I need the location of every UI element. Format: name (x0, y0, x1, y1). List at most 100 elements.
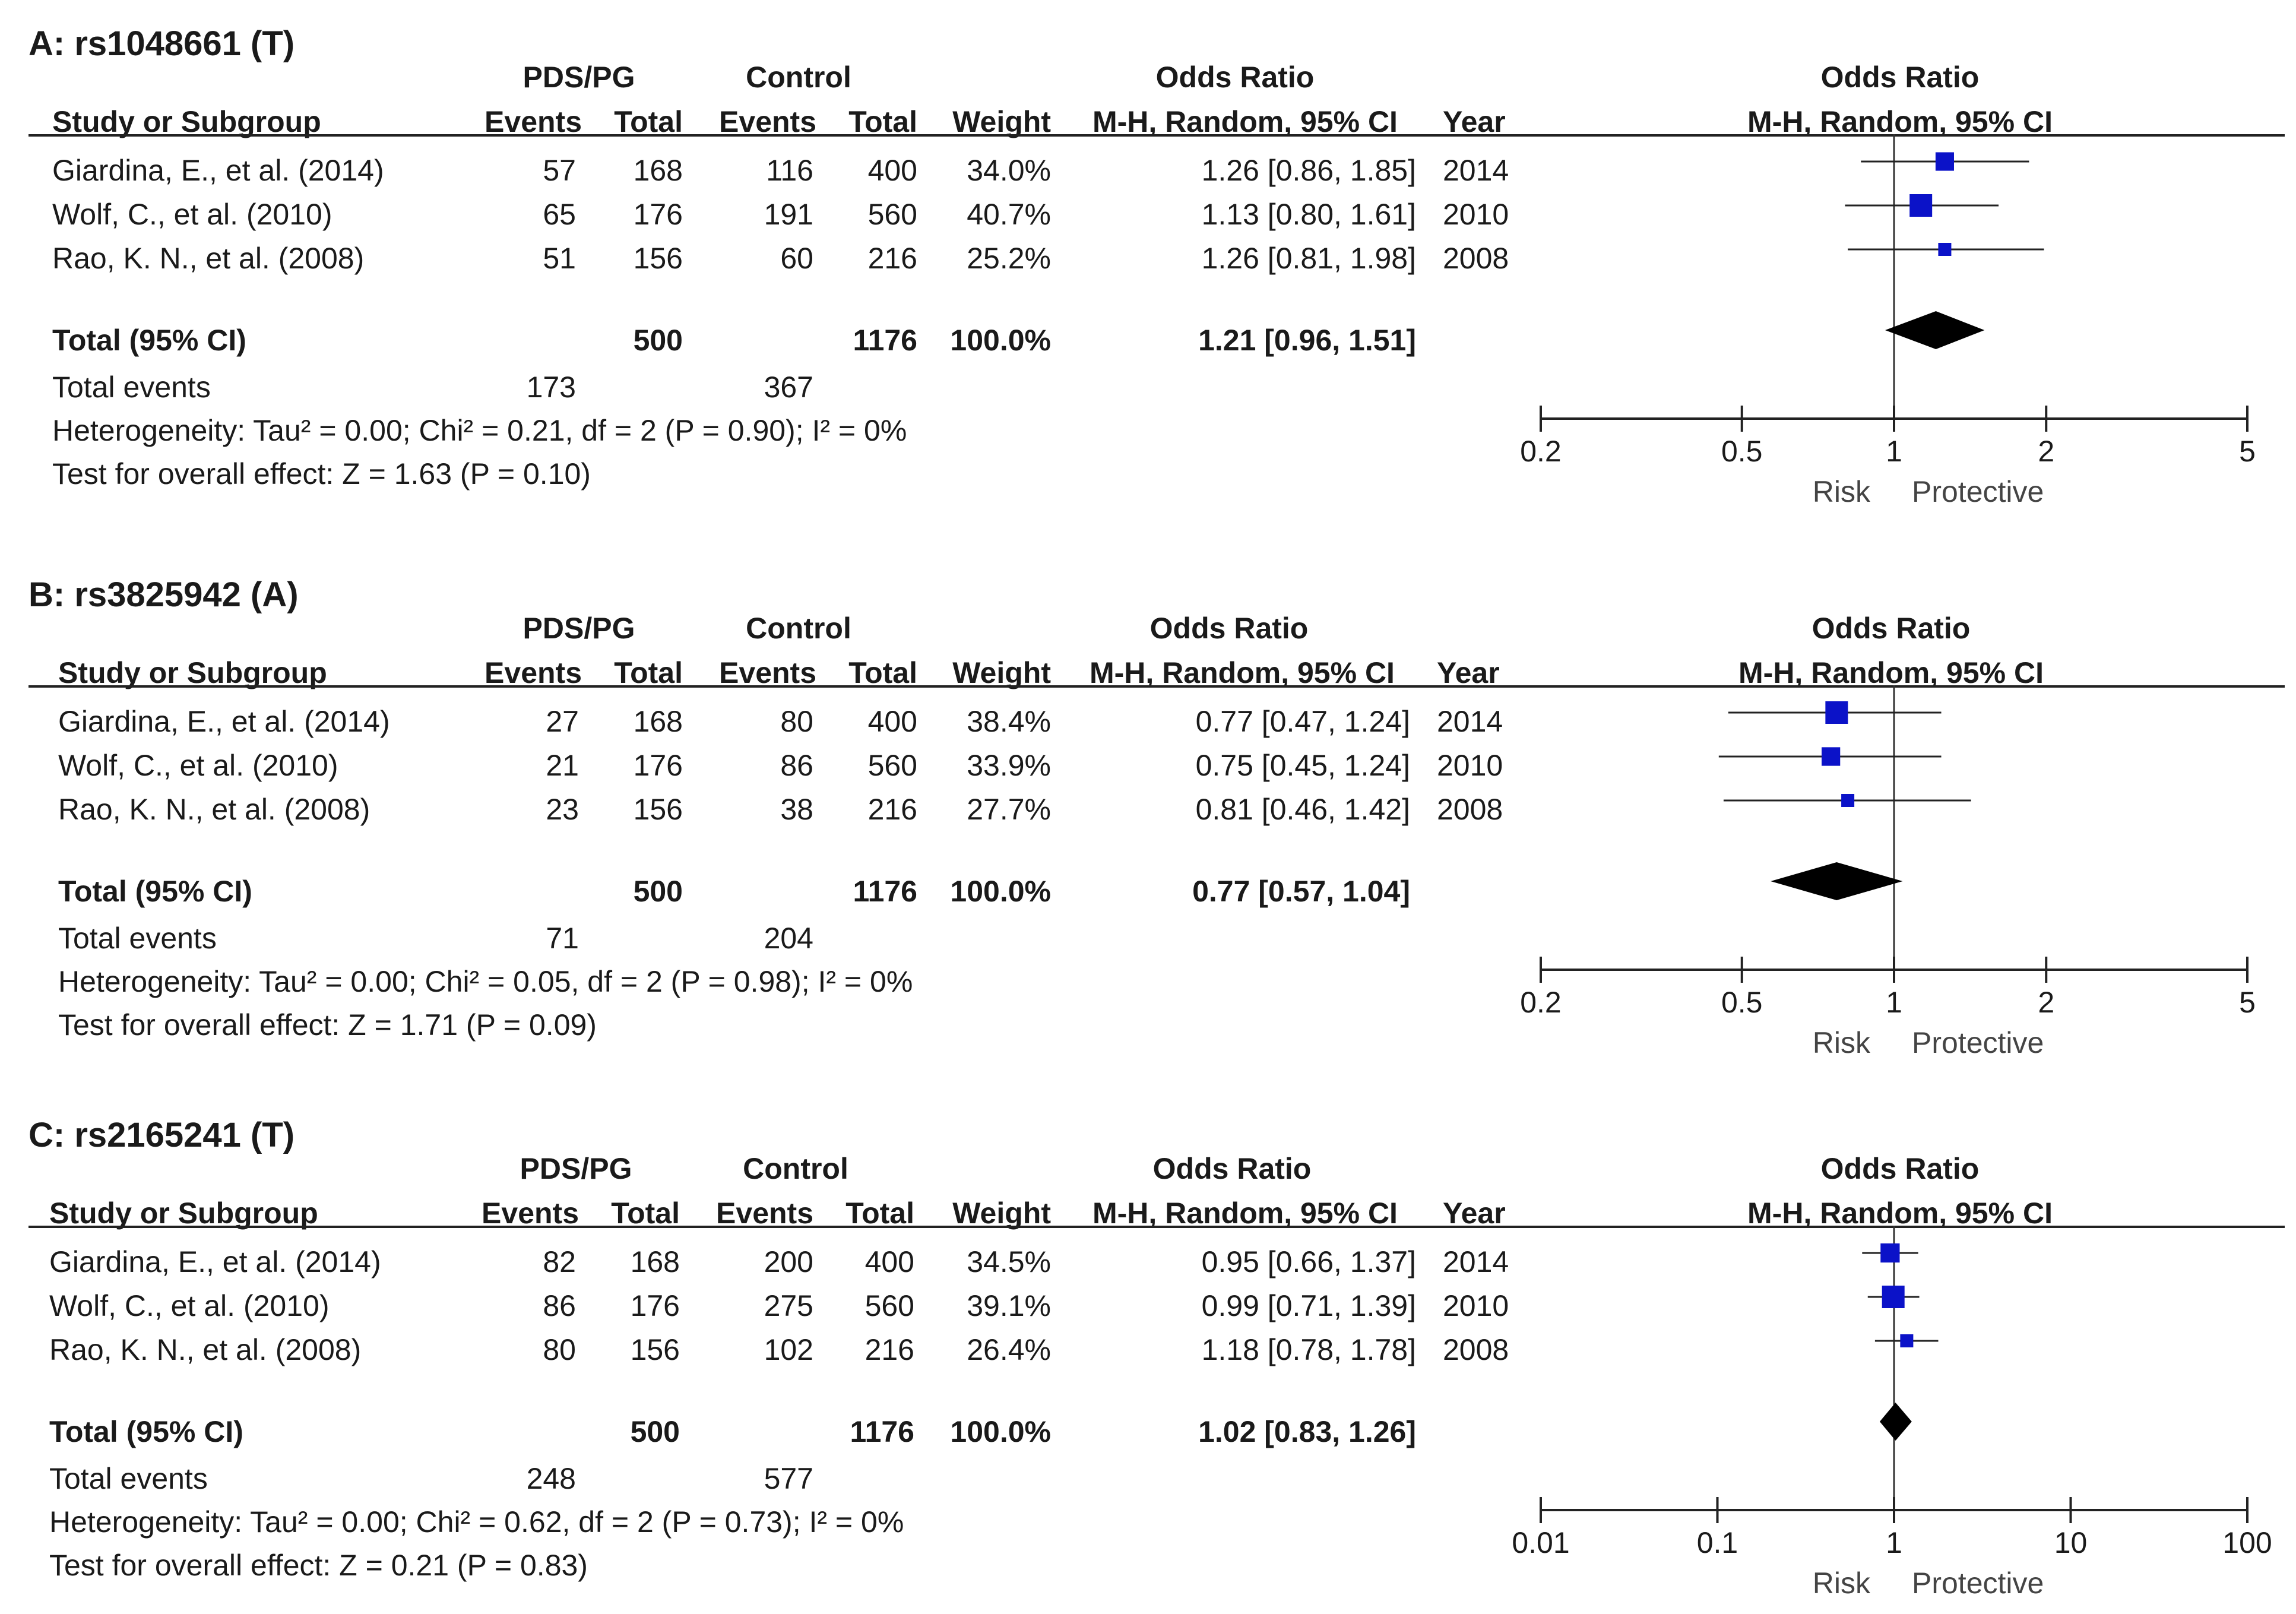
x-tick-label: 1 (1886, 986, 1902, 1019)
study-name: Wolf, C., et al. (2010) (52, 198, 332, 231)
panel-title: C: rs2165241 (T) (28, 1116, 295, 1154)
total2-value: 400 (864, 1245, 914, 1278)
heterogeneity-text: Heterogeneity: Tau² = 0.00; Chi² = 0.05,… (58, 965, 913, 998)
total-events2: 367 (764, 371, 813, 404)
study-col-header: Study or Subgroup (52, 105, 321, 138)
events1-value: 21 (546, 749, 579, 782)
total2-value: 560 (867, 198, 917, 231)
or-header: Odds Ratio (1155, 61, 1315, 94)
ci-value: 0.81 [0.46, 1.42] (1195, 793, 1410, 826)
events2-value: 80 (780, 705, 813, 738)
protective-label: Protective (1912, 1566, 2044, 1600)
total1-value: 168 (633, 705, 683, 738)
total1-col-header: Total (614, 656, 683, 689)
total-ci: 0.77 [0.57, 1.04] (1192, 875, 1410, 908)
plot-title: Odds Ratio (1820, 1152, 1980, 1185)
x-tick-label: 2 (2038, 986, 2054, 1019)
events1-value: 51 (543, 242, 576, 275)
year-col-header: Year (1443, 105, 1506, 138)
pooled-diamond (1885, 311, 1985, 349)
effect-square (1841, 794, 1855, 807)
effect-square (1880, 1243, 1900, 1263)
x-tick-label: 10 (2054, 1526, 2088, 1559)
heterogeneity-text: Heterogeneity: Tau² = 0.00; Chi² = 0.62,… (49, 1505, 904, 1539)
events2-value: 38 (780, 793, 813, 826)
group2-header: Control (746, 612, 851, 645)
events1-value: 57 (543, 154, 576, 187)
events2-value: 102 (764, 1333, 813, 1366)
year-value: 2008 (1443, 242, 1509, 275)
total-events2: 577 (764, 1462, 813, 1495)
year-value: 2014 (1437, 705, 1503, 738)
total-events2: 204 (764, 922, 813, 955)
ci-value: 1.13 [0.80, 1.61] (1201, 198, 1416, 231)
events1-col-header: Events (484, 656, 582, 689)
events2-col-header: Events (716, 1197, 813, 1230)
effect-square (1825, 701, 1848, 724)
events2-value: 191 (764, 198, 813, 231)
year-value: 2008 (1437, 793, 1503, 826)
total1-value: 156 (633, 793, 683, 826)
panel-title: B: rs3825942 (A) (28, 575, 299, 614)
events1-value: 80 (543, 1333, 576, 1366)
x-tick-label: 0.2 (1520, 986, 1562, 1019)
ci-value: 1.18 [0.78, 1.78] (1201, 1333, 1416, 1366)
x-tick-label: 5 (2239, 435, 2256, 468)
events1-value: 82 (543, 1245, 576, 1278)
total-events1: 173 (526, 371, 576, 404)
total2-value: 560 (864, 1289, 914, 1322)
total2-sum: 1176 (853, 324, 917, 357)
weight-value: 34.0% (967, 154, 1051, 187)
pooled-diamond (1771, 862, 1903, 900)
study-name: Rao, K. N., et al. (2008) (49, 1333, 362, 1366)
weight-value: 38.4% (967, 705, 1051, 738)
ci-value: 0.77 [0.47, 1.24] (1195, 705, 1410, 738)
total-events-label: Total events (58, 922, 217, 955)
or-header: Odds Ratio (1152, 1152, 1312, 1185)
x-tick-label: 0.5 (1721, 986, 1763, 1019)
weight-value: 39.1% (967, 1289, 1051, 1322)
weight-col-header: Weight (952, 656, 1051, 689)
overall-effect-text: Test for overall effect: Z = 1.63 (P = 0… (52, 457, 591, 490)
year-value: 2008 (1443, 1333, 1509, 1366)
year-value: 2010 (1443, 1289, 1509, 1322)
year-col-header: Year (1443, 1197, 1506, 1230)
ci-value: 1.26 [0.81, 1.98] (1201, 242, 1416, 275)
total2-value: 216 (867, 793, 917, 826)
total2-value: 400 (867, 705, 917, 738)
plot-title: Odds Ratio (1812, 612, 1971, 645)
total-events-label: Total events (52, 371, 211, 404)
method-col-header: M-H, Random, 95% CI (1092, 1197, 1398, 1230)
header-rule (28, 134, 2285, 137)
risk-label: Risk (1813, 475, 1871, 508)
total2-col-header: Total (848, 105, 917, 138)
panel-title: A: rs1048661 (T) (28, 24, 295, 63)
weight-col-header: Weight (952, 1197, 1051, 1230)
total-events-label: Total events (49, 1462, 208, 1495)
or-header: Odds Ratio (1149, 612, 1309, 645)
events2-value: 116 (766, 154, 813, 187)
effect-square (1909, 194, 1933, 217)
year-value: 2014 (1443, 154, 1509, 187)
ci-value: 1.26 [0.86, 1.85] (1201, 154, 1416, 187)
total-events1: 248 (526, 1462, 576, 1495)
total1-sum: 500 (633, 324, 683, 357)
total1-value: 176 (633, 198, 683, 231)
total2-value: 560 (867, 749, 917, 782)
effect-square (1938, 243, 1952, 256)
x-tick-label: 100 (2222, 1526, 2272, 1559)
pooled-diamond (1879, 1403, 1912, 1441)
year-value: 2010 (1443, 198, 1509, 231)
study-name: Wolf, C., et al. (2010) (49, 1289, 330, 1322)
total-weight: 100.0% (950, 324, 1051, 357)
weight-value: 26.4% (967, 1333, 1051, 1366)
weight-value: 25.2% (967, 242, 1051, 275)
plot-method-header: M-H, Random, 95% CI (1747, 105, 2053, 138)
effect-square (1882, 1286, 1905, 1308)
header-rule (28, 685, 2285, 688)
events2-col-header: Events (719, 105, 816, 138)
total1-col-header: Total (611, 1197, 680, 1230)
events1-value: 27 (546, 705, 579, 738)
weight-value: 33.9% (967, 749, 1051, 782)
plot-method-header: M-H, Random, 95% CI (1747, 1197, 2053, 1230)
